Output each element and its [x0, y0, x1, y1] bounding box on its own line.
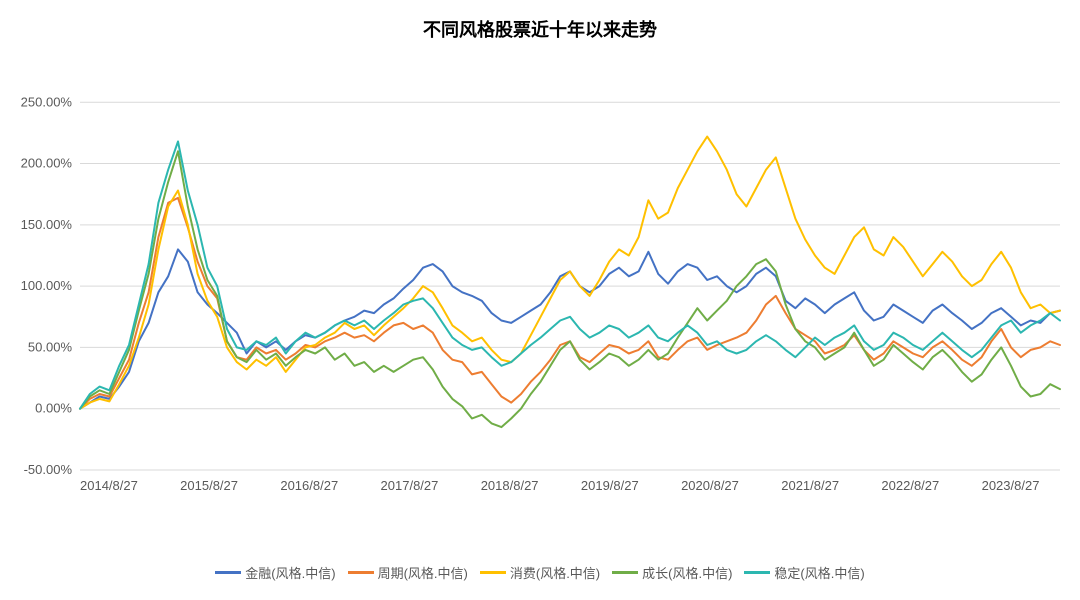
series-stable: [80, 142, 1060, 409]
series-consumer: [80, 137, 1060, 409]
y-axis-label: 150.00%: [21, 217, 73, 232]
x-axis-label: 2017/8/27: [381, 478, 439, 493]
legend: 金融(风格.中信) 周期(风格.中信) 消费(风格.中信) 成长(风格.中信) 稳定(风…: [0, 563, 1080, 582]
chart-plot-area: -50.00% 0.00% 50.00% 100.00% 150.00% 200.00% 2…: [10, 60, 1070, 510]
legend-item: 成长(风格.中信): [612, 563, 732, 582]
legend-swatch: [612, 571, 638, 574]
x-axis-label: 2016/8/27: [280, 478, 338, 493]
y-axis-label: 250.00%: [21, 94, 73, 109]
x-axis-label: 2020/8/27: [681, 478, 739, 493]
legend-item: 周期(风格.中信): [348, 563, 468, 582]
legend-label: 成长(风格.中信): [642, 563, 732, 582]
legend-label: 周期(风格.中信): [378, 563, 468, 582]
series-growth: [80, 151, 1060, 427]
y-axis-label: 200.00%: [21, 156, 73, 171]
y-axis-label: 100.00%: [21, 278, 73, 293]
legend-item: 稳定(风格.中信): [744, 563, 864, 582]
chart-title: 不同风格股票近十年以来走势: [0, 0, 1080, 42]
legend-label: 金融(风格.中信): [245, 563, 335, 582]
series-cyclical: [80, 198, 1060, 409]
x-axis-label: 2022/8/27: [881, 478, 939, 493]
y-axis-label: 0.00%: [35, 401, 72, 416]
legend-label: 消费(风格.中信): [510, 563, 600, 582]
x-axis-label: 2023/8/27: [982, 478, 1040, 493]
y-axis-label: -50.00%: [24, 462, 73, 477]
x-axis-label: 2021/8/27: [781, 478, 839, 493]
legend-swatch: [480, 571, 506, 574]
legend-swatch: [744, 571, 770, 574]
x-axis-label: 2014/8/27: [80, 478, 138, 493]
chart-container: 不同风格股票近十年以来走势 -50.00% 0.00% 50.00% 100.00% 1…: [0, 0, 1080, 600]
legend-swatch: [348, 571, 374, 574]
chart-svg: -50.00% 0.00% 50.00% 100.00% 150.00% 200.00% 2…: [10, 60, 1070, 510]
legend-item: 消费(风格.中信): [480, 563, 600, 582]
legend-item: 金融(风格.中信): [215, 563, 335, 582]
x-axis-label: 2018/8/27: [481, 478, 539, 493]
x-axis-label: 2019/8/27: [581, 478, 639, 493]
y-axis-label: 50.00%: [28, 339, 73, 354]
x-axis-label: 2015/8/27: [180, 478, 238, 493]
legend-swatch: [215, 571, 241, 574]
legend-label: 稳定(风格.中信): [774, 563, 864, 582]
